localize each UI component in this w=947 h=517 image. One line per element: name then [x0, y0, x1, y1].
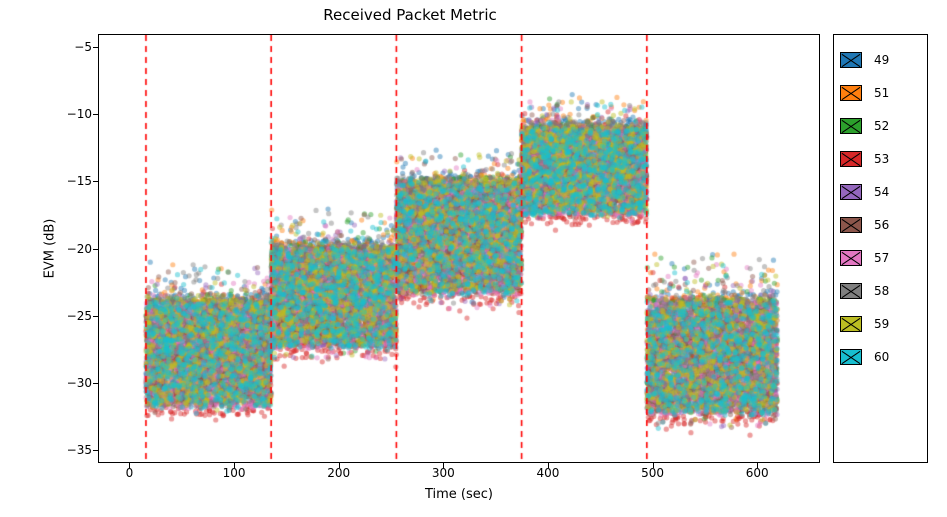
legend: 49 51 52 53 54 56 57 58 59 60 [833, 34, 928, 463]
x-axis-label: Time (sec) [98, 487, 820, 502]
legend-label: 60 [874, 350, 889, 364]
ytick-label: −20 [52, 242, 92, 256]
legend-item: 56 [840, 208, 921, 241]
legend-item: 52 [840, 109, 921, 142]
legend-item: 58 [840, 274, 921, 307]
ytick-label: −5 [52, 40, 92, 54]
legend-label: 52 [874, 119, 889, 133]
ytick-label: −25 [52, 309, 92, 323]
xtick-label: 400 [536, 466, 559, 480]
figure: Received Packet Metric EVM (dB) Time (se… [0, 0, 947, 517]
ytick-mark [93, 181, 98, 182]
ytick-mark [93, 249, 98, 250]
xtick-label: 300 [432, 466, 455, 480]
legend-swatch [840, 316, 862, 332]
xtick-label: 0 [126, 466, 134, 480]
chart-title: Received Packet Metric [0, 6, 820, 24]
legend-label: 51 [874, 86, 889, 100]
legend-swatch [840, 349, 862, 365]
legend-item: 60 [840, 340, 921, 373]
ytick-label: −30 [52, 376, 92, 390]
xtick-label: 500 [641, 466, 664, 480]
legend-item: 51 [840, 76, 921, 109]
legend-label: 49 [874, 53, 889, 67]
ytick-label: −35 [52, 443, 92, 457]
legend-label: 56 [874, 218, 889, 232]
ytick-mark [93, 383, 98, 384]
ytick-label: −10 [52, 107, 92, 121]
ytick-mark [93, 47, 98, 48]
legend-swatch [840, 151, 862, 167]
legend-swatch [840, 52, 862, 68]
legend-swatch [840, 118, 862, 134]
legend-label: 54 [874, 185, 889, 199]
axes [98, 34, 820, 463]
ytick-mark [93, 114, 98, 115]
legend-item: 49 [840, 43, 921, 76]
legend-swatch [840, 184, 862, 200]
legend-item: 57 [840, 241, 921, 274]
legend-item: 54 [840, 175, 921, 208]
legend-item: 53 [840, 142, 921, 175]
legend-swatch [840, 283, 862, 299]
ytick-mark [93, 450, 98, 451]
legend-swatch [840, 250, 862, 266]
xtick-label: 200 [327, 466, 350, 480]
scatter-canvas [99, 35, 819, 462]
ytick-label: −15 [52, 174, 92, 188]
legend-label: 57 [874, 251, 889, 265]
legend-label: 53 [874, 152, 889, 166]
legend-label: 58 [874, 284, 889, 298]
ytick-mark [93, 316, 98, 317]
legend-swatch [840, 217, 862, 233]
legend-label: 59 [874, 317, 889, 331]
xtick-label: 600 [746, 466, 769, 480]
legend-swatch [840, 85, 862, 101]
xtick-label: 100 [223, 466, 246, 480]
legend-item: 59 [840, 307, 921, 340]
